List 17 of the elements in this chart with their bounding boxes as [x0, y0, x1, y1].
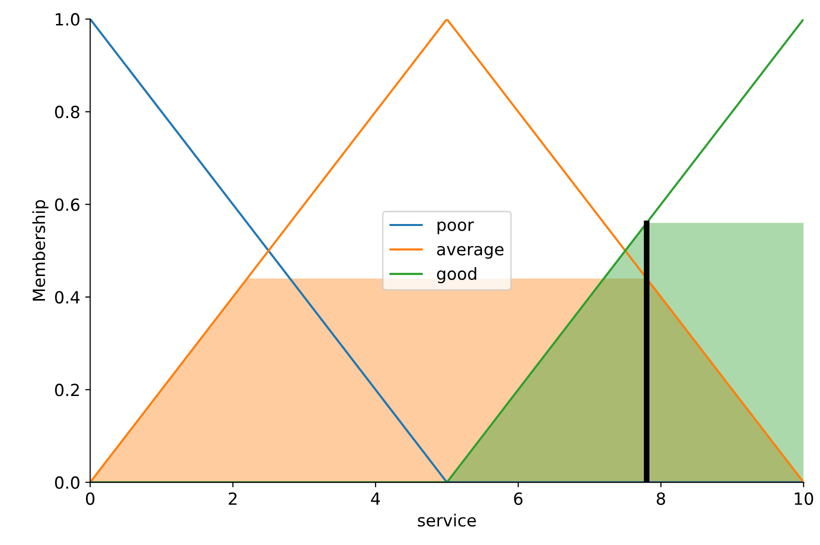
- x-tick-label: 8: [656, 492, 666, 505]
- y-tick-label: 0.8: [55, 106, 80, 118]
- y-tick-label: 0.0: [55, 476, 80, 489]
- y-axis-title: Membership: [32, 200, 48, 301]
- x-tick-label: 6: [514, 492, 522, 505]
- y-tick-label: 1.0: [56, 13, 80, 26]
- x-tick-label: 0: [86, 492, 94, 505]
- legend-label: average: [437, 246, 504, 259]
- y-tick-label: 0.2: [55, 384, 79, 396]
- legend-label: poor: [438, 222, 474, 234]
- legend-label: good: [437, 267, 476, 284]
- x-tick-label: 10: [794, 492, 814, 505]
- y-tick-label: 0.4: [55, 290, 80, 304]
- x-tick-label: 2: [228, 492, 237, 505]
- y-tick-label: 0.6: [55, 198, 80, 211]
- x-tick-label: 4: [371, 492, 380, 505]
- x-axis-title: service: [418, 514, 476, 527]
